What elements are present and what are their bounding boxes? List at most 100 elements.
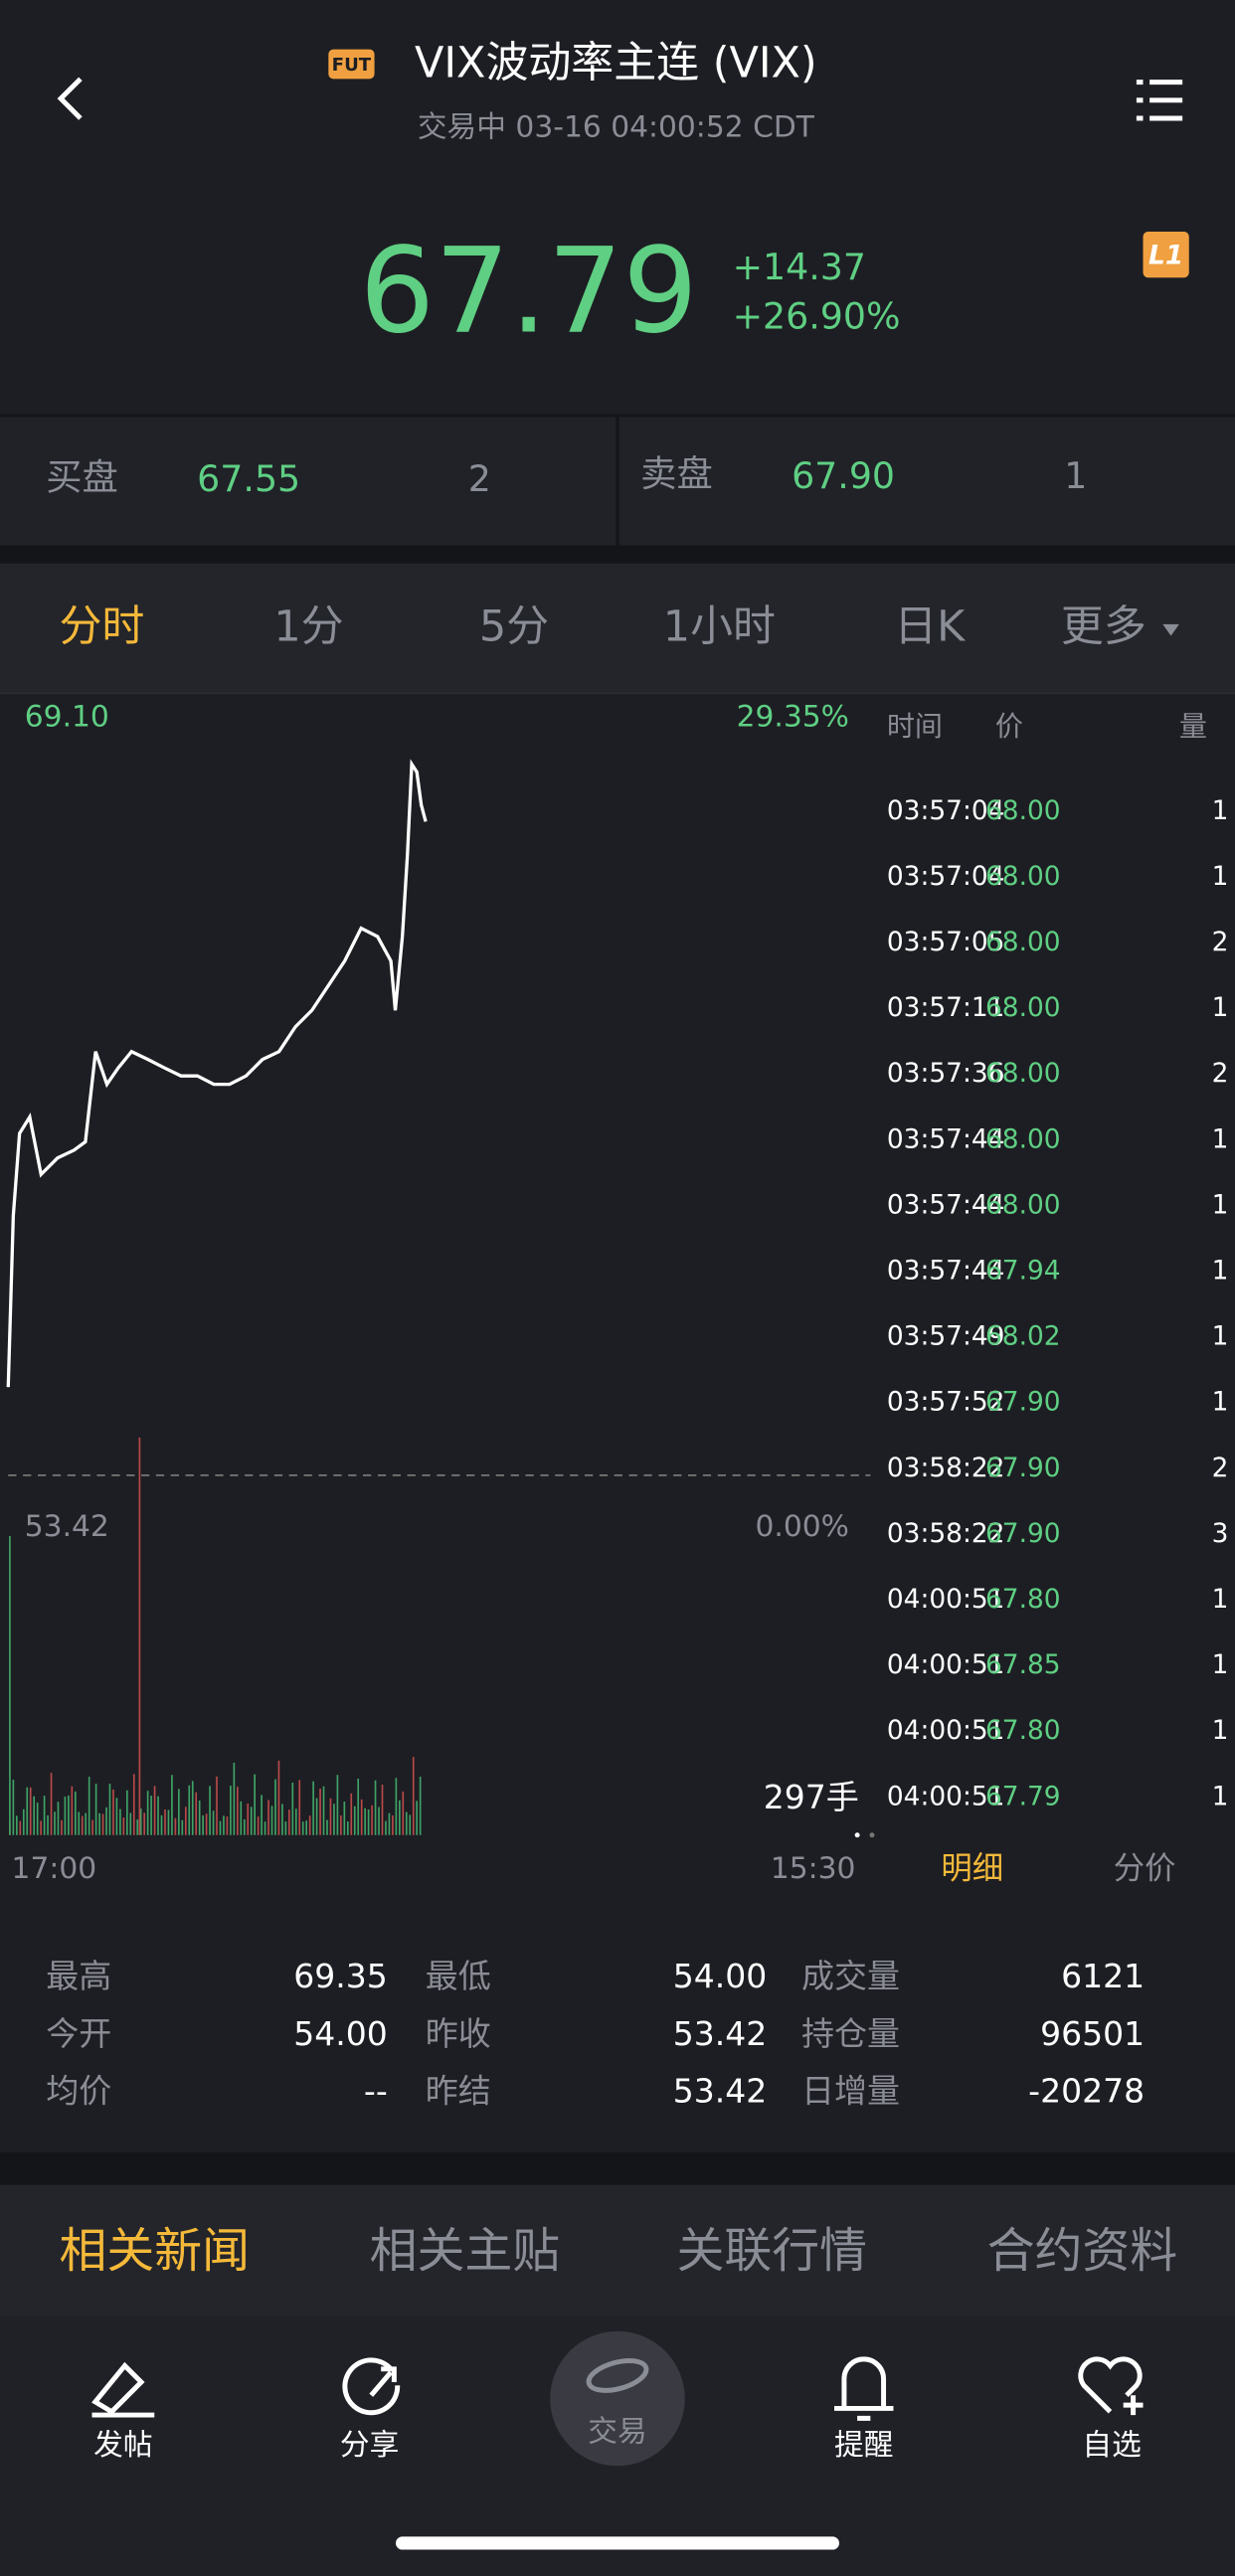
trade-price: 68.00 — [985, 927, 1061, 957]
trade-qty: 1 — [1212, 1321, 1229, 1352]
menu-button[interactable] — [1136, 80, 1183, 121]
trade-price: 68.00 — [985, 1189, 1061, 1220]
stat-label: 日增量 — [801, 2072, 900, 2111]
change: +14.37 — [733, 246, 866, 288]
period-tab[interactable]: 分时 — [59, 601, 144, 651]
news-tabs — [0, 2184, 1235, 2317]
stat-value: 53.42 — [673, 2014, 768, 2053]
stat-value: 54.00 — [673, 1957, 768, 1995]
trade-qty: 2 — [1212, 1453, 1229, 1483]
nav-label[interactable]: 交易 — [588, 2415, 646, 2450]
trade-qty: 2 — [1212, 1058, 1229, 1089]
news-tab[interactable]: 合约资料 — [987, 2224, 1178, 2279]
nav-icons — [91, 2356, 1144, 2421]
fut-badge: FUT — [332, 55, 372, 76]
stat-label: 昨收 — [426, 2014, 491, 2053]
trade-time: 03:57:49 — [887, 1321, 1005, 1352]
period-tabs — [0, 563, 1235, 694]
stat-value: 53.42 — [673, 2072, 768, 2111]
nav-label[interactable]: 自选 — [1082, 2428, 1141, 2463]
trade-time: 03:57:44 — [887, 1255, 1005, 1286]
stat-label: 持仓量 — [801, 2014, 900, 2053]
intraday-chart: 69.10 29.35% 53.42 0.00% 297手 17:00 15:30 — [6, 700, 871, 1886]
stat-label: 今开 — [46, 2014, 111, 2053]
prev-close-label: 53.42 — [25, 1509, 109, 1544]
news-tab[interactable]: 关联行情 — [676, 2224, 867, 2279]
stat-value: 69.35 — [293, 1957, 388, 1995]
trade-time: 04:00:51 — [887, 1649, 1005, 1680]
trades-header: 量 — [1179, 710, 1207, 743]
trade-button-bg — [550, 2330, 685, 2467]
bid-price: 67.55 — [197, 457, 300, 500]
trades-header: 时间 — [887, 710, 943, 743]
nav-label[interactable]: 分享 — [340, 2428, 399, 2463]
stat-label: 最高 — [46, 1957, 111, 1995]
trades-tab[interactable]: 分价 — [1114, 1850, 1176, 1886]
trade-qty: 2 — [1212, 927, 1229, 957]
back-button[interactable] — [57, 77, 83, 120]
period-tab[interactable]: 日K — [894, 601, 967, 651]
bid-size: 2 — [468, 457, 491, 500]
stat-label: 均价 — [46, 2072, 111, 2111]
trade-price: 68.00 — [985, 795, 1061, 826]
trade-price: 68.00 — [985, 861, 1061, 892]
divider — [0, 2151, 1235, 2185]
stat-value: -- — [364, 2072, 388, 2111]
trade-time: 03:57:04 — [887, 861, 1005, 892]
trade-time: 03:58:22 — [887, 1453, 1005, 1483]
trade-price: 67.90 — [985, 1518, 1061, 1549]
trade-qty: 1 — [1212, 1255, 1229, 1286]
trade-qty: 1 — [1212, 1387, 1229, 1418]
volume-label: 297手 — [764, 1778, 859, 1816]
news-tab[interactable]: 相关主贴 — [370, 2224, 561, 2279]
trade-price: 67.90 — [985, 1453, 1061, 1483]
trade-price: 68.02 — [985, 1321, 1061, 1352]
trade-qty: 1 — [1212, 1189, 1229, 1220]
trade-price: 67.79 — [985, 1781, 1061, 1811]
news-tab[interactable]: 相关新闻 — [59, 2224, 250, 2279]
time-end: 15:30 — [771, 1851, 856, 1886]
trade-time: 04:00:51 — [887, 1584, 1005, 1615]
fut-badge-bg — [328, 49, 375, 80]
trades-tab[interactable]: 明细 — [941, 1850, 1003, 1886]
nav-label[interactable]: 提醒 — [834, 2428, 893, 2463]
top-pct-label: 29.35% — [737, 700, 849, 735]
page-dot — [854, 1832, 860, 1838]
stat-value: -20278 — [1028, 2072, 1145, 2111]
stat-label: 昨结 — [426, 2072, 491, 2111]
trade-price: 67.80 — [985, 1584, 1061, 1615]
trade-qty: 1 — [1212, 1123, 1229, 1154]
bid-label: 买盘 — [46, 456, 118, 499]
trade-qty: 1 — [1212, 795, 1229, 826]
stat-value: 6121 — [1061, 1957, 1145, 1995]
ask-label: 卖盘 — [640, 452, 713, 495]
trade-qty: 1 — [1212, 1715, 1229, 1746]
period-tab[interactable]: 更多 — [1061, 601, 1147, 651]
stat-label: 成交量 — [801, 1957, 900, 1995]
level-badge: L1 — [1148, 240, 1183, 270]
trade-time: 04:00:51 — [887, 1781, 1005, 1811]
period-tab[interactable]: 1小时 — [663, 601, 776, 651]
prev-pct-label: 0.00% — [755, 1509, 848, 1544]
trade-qty: 1 — [1212, 1649, 1229, 1680]
home-indicator — [396, 2536, 839, 2550]
trade-qty: 3 — [1212, 1518, 1229, 1549]
period-tab[interactable]: 5分 — [479, 601, 549, 651]
trade-qty: 1 — [1212, 1584, 1229, 1615]
trade-time: 03:57:04 — [887, 795, 1005, 826]
trade-price: 67.85 — [985, 1649, 1061, 1680]
nav-label[interactable]: 发帖 — [93, 2428, 152, 2463]
price-line — [6, 759, 428, 1388]
trade-time: 03:58:22 — [887, 1518, 1005, 1549]
trade-time: 03:57:44 — [887, 1123, 1005, 1154]
ask-price: 67.90 — [792, 454, 895, 497]
page-dot — [869, 1832, 875, 1838]
period-tab[interactable]: 1分 — [273, 601, 343, 651]
trade-qty: 1 — [1212, 992, 1229, 1023]
trade-price: 68.00 — [985, 992, 1061, 1023]
level-badge-bg — [1143, 231, 1189, 278]
price: 67.79 — [360, 223, 698, 360]
trade-price: 67.94 — [985, 1255, 1061, 1286]
trade-price: 68.00 — [985, 1058, 1061, 1089]
